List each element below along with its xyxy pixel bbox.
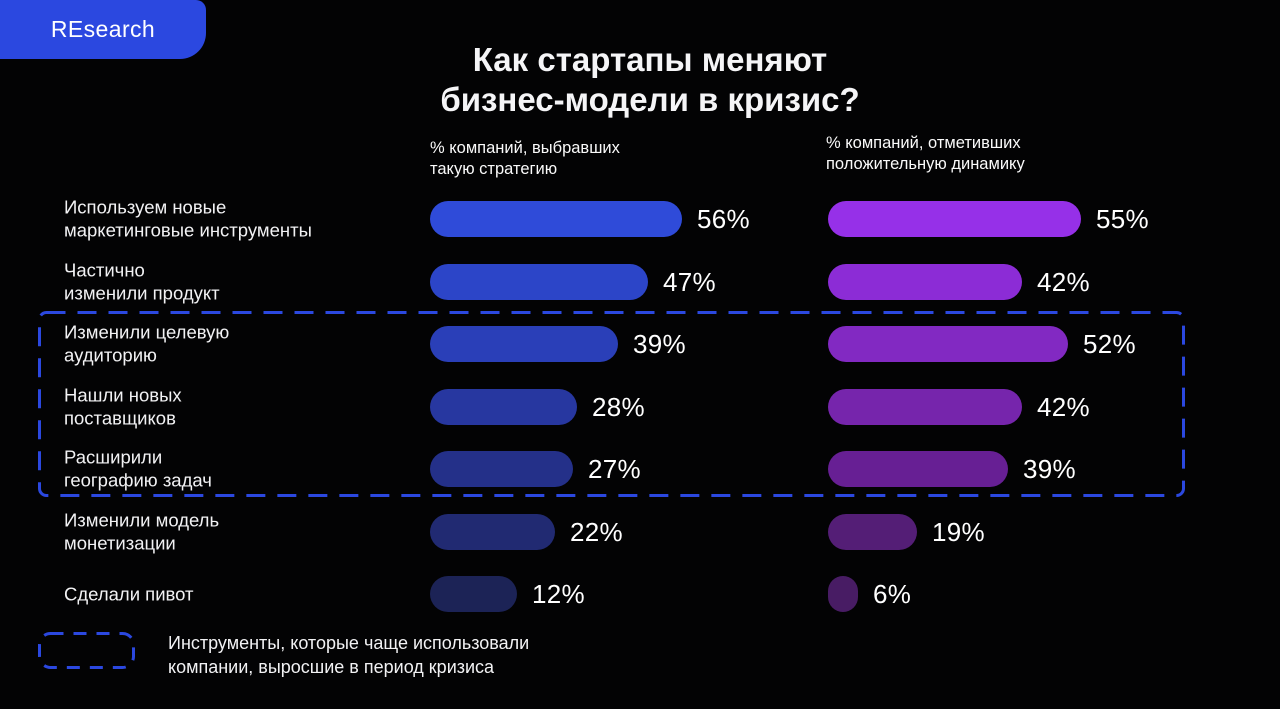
dynamics-bar [828,201,1081,237]
value-label: 42% [1037,266,1090,297]
strategy-bar [430,264,648,300]
value-label: 27% [588,453,641,484]
value-label: 56% [697,203,750,234]
dynamics-bar [828,326,1068,362]
highlight-box [38,311,1185,497]
value-label: 6% [873,578,912,609]
value-label: 47% [663,266,716,297]
value-label: 22% [570,516,623,547]
value-label: 55% [1096,203,1149,234]
dynamics-bar [828,576,858,612]
value-label: 39% [1023,453,1076,484]
strategy-bar [430,201,682,237]
chart-row: Сделали пивот 12% 6% [0,576,1280,612]
dynamics-bar [828,451,1008,487]
dynamics-bar [828,264,1022,300]
chart-row: Расширили географию задач 27% 39% [0,447,1280,491]
strategy-bar [430,576,517,612]
chart-row: Нашли новых поставщиков 28% 42% [0,385,1280,429]
value-label: 19% [932,516,985,547]
chart-row: Изменили модель монетизации 22% 19% [0,510,1280,554]
value-label: 39% [633,328,686,359]
value-label: 42% [1037,391,1090,422]
strategy-bar [430,514,555,550]
value-label: 12% [532,578,585,609]
row-label: Частично изменили продукт [64,259,220,304]
strategy-bar [430,451,573,487]
row-label: Сделали пивот [64,583,194,605]
strategy-bar [430,326,618,362]
chart-row: Используем новые маркетинговые инструмен… [0,197,1280,241]
column-header-strategy: % компаний, выбравших такую стратегию [430,139,620,178]
chart-row: Изменили целевую аудиторию 39% 52% [0,322,1280,366]
dynamics-bar [828,389,1022,425]
row-label: Изменили целевую аудиторию [64,321,230,366]
dashed-box-icon [38,632,135,669]
logo-badge: REsearch [0,0,206,59]
row-label: Расширили географию задач [64,446,212,491]
row-label: Нашли новых поставщиков [64,384,182,429]
chart-row: Частично изменили продукт 47% 42% [0,260,1280,304]
row-label: Изменили модель монетизации [64,509,220,554]
dynamics-bar [828,514,917,550]
row-label: Используем новые маркетинговые инструмен… [64,196,312,241]
strategy-bar [430,389,577,425]
value-label: 28% [592,391,645,422]
column-header-dynamics: % компаний, отметивших положительную дин… [826,134,1025,173]
value-label: 52% [1083,328,1136,359]
page-title: Как стартапы меняют бизнес-модели в криз… [440,41,860,118]
legend-text: Инструменты, которые чаще использовали к… [168,633,530,678]
logo-text: REsearch [50,16,156,42]
